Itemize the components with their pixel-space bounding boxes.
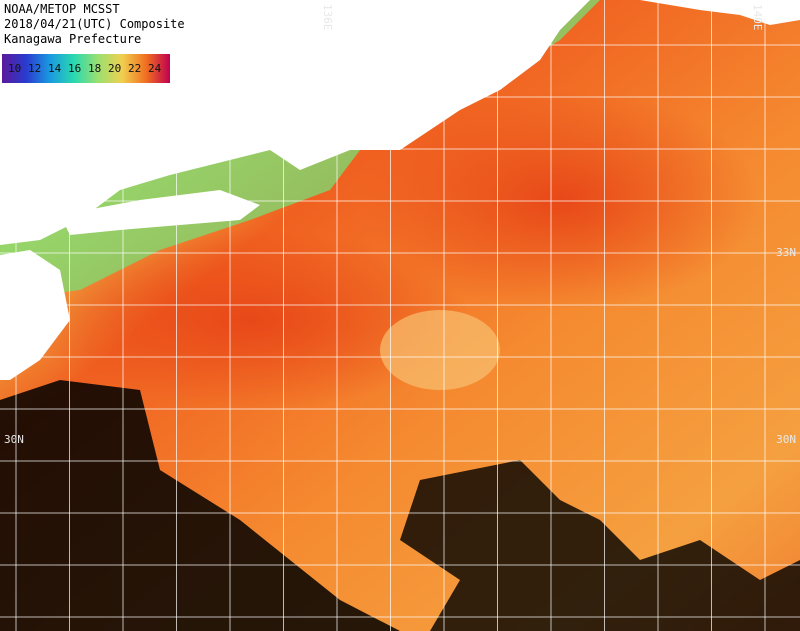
legend-label: 16: [68, 62, 81, 75]
header-line: NOAA/METOP MCSST: [4, 2, 120, 16]
legend: 10 12 14 16 18 20 22 24: [2, 54, 170, 83]
longitude-label: 140E: [751, 4, 764, 31]
cloud-mask: [400, 460, 800, 631]
legend-label: 14: [48, 62, 62, 75]
latitude-label: 33N: [776, 246, 796, 259]
longitude-label: 136E: [321, 4, 334, 31]
land: [0, 250, 70, 380]
grid-labels: 136E 140E 33N 30N 30N: [4, 4, 796, 446]
warm-current: [360, 90, 760, 310]
warm-current: [30, 230, 470, 410]
colorbar: [2, 54, 170, 83]
cloud-mask: [0, 380, 400, 631]
legend-label: 22: [128, 62, 141, 75]
legend-label: 10: [8, 62, 21, 75]
header-box: [0, 0, 166, 50]
latitude-label: 30N: [4, 433, 24, 446]
legend-label: 24: [148, 62, 162, 75]
legend-label: 12: [28, 62, 41, 75]
cool-eddy: [380, 310, 500, 390]
header-line: 2018/04/21(UTC) Composite: [4, 17, 185, 31]
legend-label: 18: [88, 62, 101, 75]
latitude-label: 30N: [776, 433, 796, 446]
legend-label: 20: [108, 62, 121, 75]
header-line: Kanagawa Prefecture: [4, 32, 141, 46]
land: [640, 0, 800, 25]
